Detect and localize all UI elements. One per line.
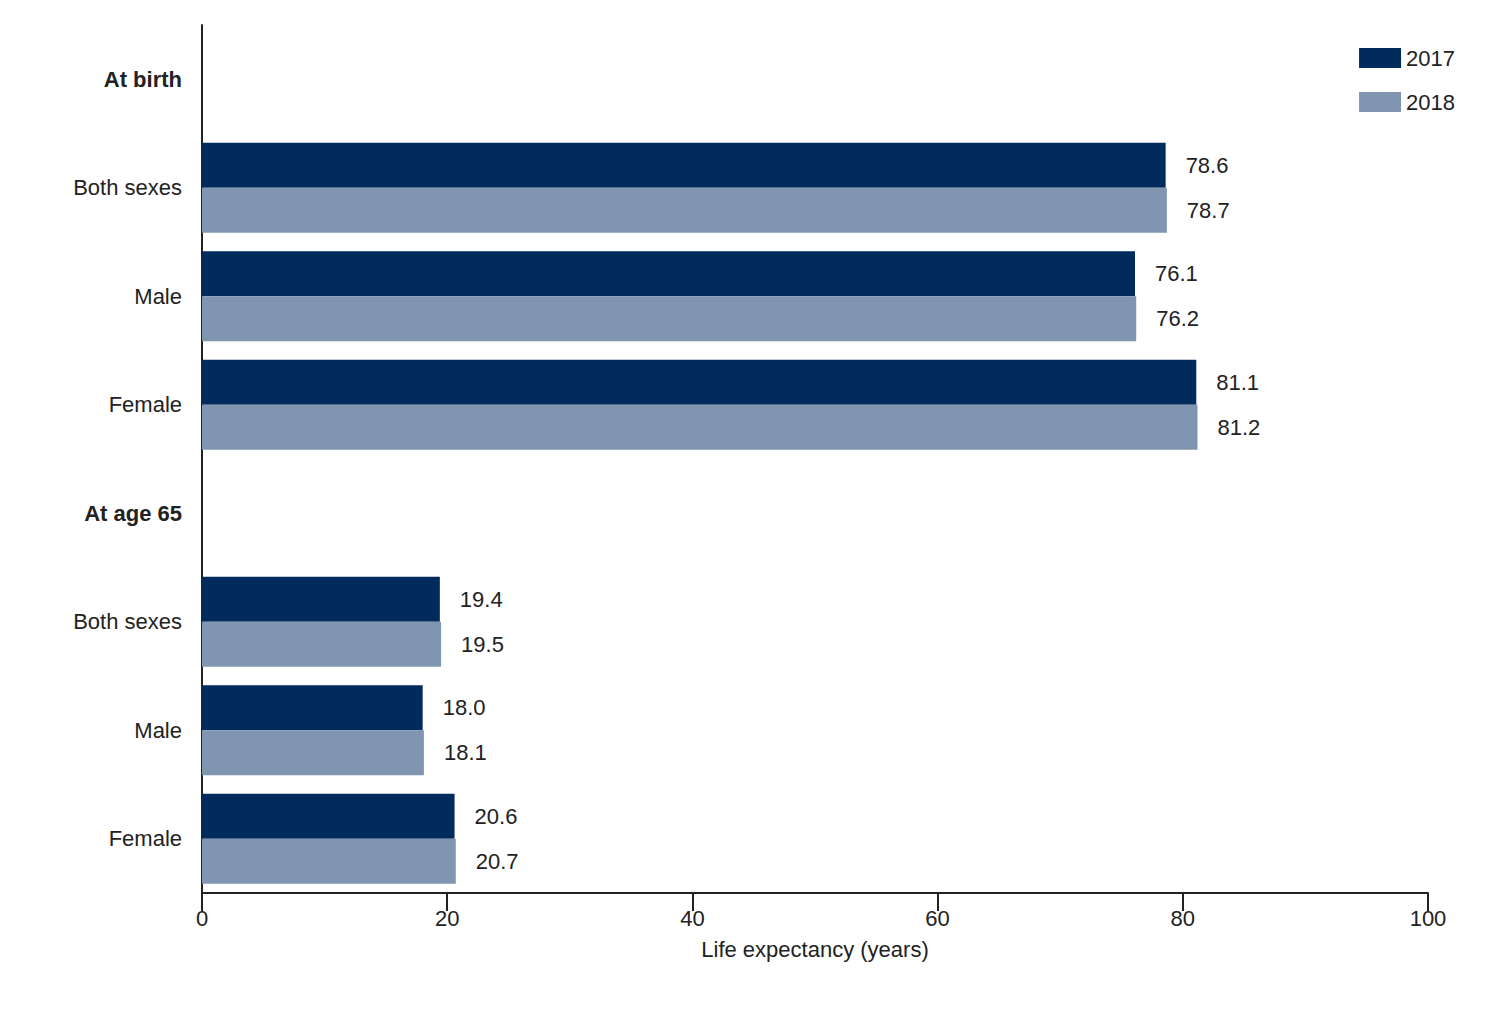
svg-text:81.1: 81.1 xyxy=(1216,370,1259,395)
svg-text:Life expectancy (years): Life expectancy (years) xyxy=(701,937,928,962)
svg-text:Both sexes: Both sexes xyxy=(73,175,182,200)
svg-text:At age 65: At age 65 xyxy=(84,501,182,526)
svg-text:60: 60 xyxy=(925,906,949,931)
svg-text:Female: Female xyxy=(109,392,182,417)
svg-text:19.4: 19.4 xyxy=(460,587,503,612)
svg-text:20.7: 20.7 xyxy=(476,849,519,874)
svg-text:2018: 2018 xyxy=(1406,90,1455,115)
svg-text:20: 20 xyxy=(435,906,459,931)
svg-text:18.0: 18.0 xyxy=(443,695,486,720)
svg-text:Both sexes: Both sexes xyxy=(73,609,182,634)
svg-text:76.1: 76.1 xyxy=(1155,261,1198,286)
svg-text:40: 40 xyxy=(680,906,704,931)
svg-text:Female: Female xyxy=(109,826,182,851)
svg-text:100: 100 xyxy=(1410,906,1447,931)
svg-text:78.6: 78.6 xyxy=(1186,153,1229,178)
svg-text:2017: 2017 xyxy=(1406,46,1455,71)
svg-text:78.7: 78.7 xyxy=(1187,198,1230,223)
svg-text:Male: Male xyxy=(134,284,182,309)
svg-text:Male: Male xyxy=(134,718,182,743)
svg-text:19.5: 19.5 xyxy=(461,632,504,657)
svg-text:81.2: 81.2 xyxy=(1218,415,1261,440)
svg-text:80: 80 xyxy=(1171,906,1195,931)
svg-text:76.2: 76.2 xyxy=(1156,306,1199,331)
svg-text:At birth: At birth xyxy=(104,67,182,92)
svg-text:0: 0 xyxy=(196,906,208,931)
svg-text:20.6: 20.6 xyxy=(475,804,518,829)
svg-text:18.1: 18.1 xyxy=(444,740,487,765)
